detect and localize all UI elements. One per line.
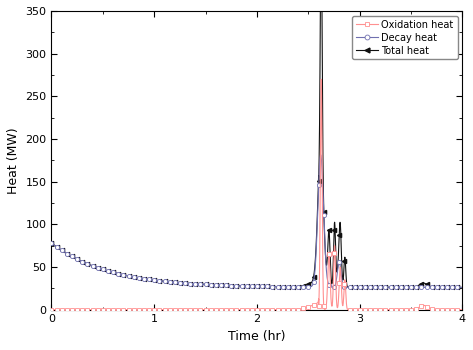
Legend: Oxidation heat, Decay heat, Total heat: Oxidation heat, Decay heat, Total heat — [352, 16, 458, 60]
Y-axis label: Heat (MW): Heat (MW) — [7, 127, 20, 194]
X-axis label: Time (hr): Time (hr) — [228, 330, 286, 343]
